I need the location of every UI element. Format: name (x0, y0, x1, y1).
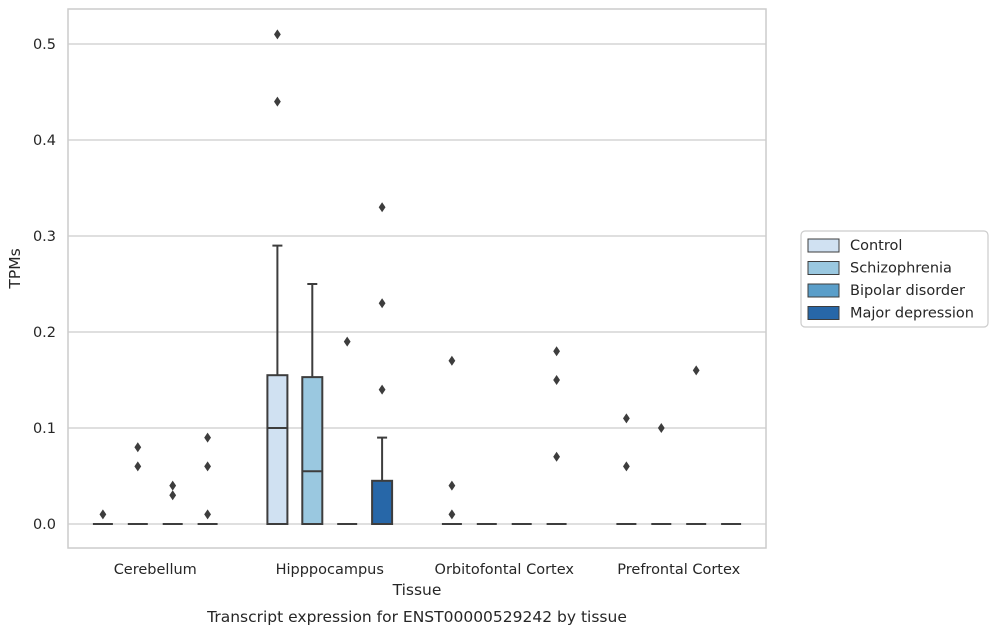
legend-label: Major depression (850, 306, 974, 322)
legend-swatch (807, 261, 840, 275)
outlier-point (169, 480, 177, 491)
box-bipolar-disorder-cerebellum (162, 480, 183, 525)
box-schizophrenia-cerebellum (127, 442, 148, 525)
legend: Control Schizophrenia Bipolar disorder Majo… (800, 230, 989, 328)
outlier-point (204, 461, 211, 472)
outlier-point (134, 461, 142, 472)
legend-label: Schizophrenia (850, 261, 952, 277)
outlier-point (448, 509, 456, 520)
x-tick-label: Prefrontal Cortex (617, 562, 740, 578)
outlier-point (134, 442, 142, 453)
outlier-point (553, 451, 560, 462)
box-schizophrenia-hipppocampus (301, 283, 324, 525)
outlier-point (623, 413, 630, 424)
outlier-point (623, 461, 630, 472)
box-control-cerebellum (92, 509, 113, 525)
outlier-point (657, 423, 665, 433)
y-tick-label: 0.4 (33, 133, 56, 149)
outlier-point (553, 375, 560, 385)
y-tick-labels: 0.0 0.1 0.2 0.3 0.4 0.5 (33, 37, 56, 533)
outlier-point (343, 336, 351, 347)
box-bipolar-disorder-hipppocampus (337, 336, 358, 525)
x-tick-label: Hipppocampus (276, 562, 384, 578)
outlier-point (448, 480, 456, 491)
y-tick-label: 0.0 (33, 517, 56, 533)
outlier-point (169, 490, 177, 501)
box-major-depression-orbitofontal-cortex (546, 346, 567, 525)
y-tick-label: 0.3 (33, 229, 56, 245)
outlier-point (204, 432, 211, 443)
box-plots (92, 29, 742, 526)
x-tick-label: Orbitofontal Cortex (435, 562, 575, 578)
outlier-point (274, 29, 281, 40)
legend-label: Bipolar disorder (850, 283, 965, 299)
x-axis-label: Tissue (392, 581, 442, 599)
outlier-point (378, 202, 386, 213)
outlier-point (378, 384, 386, 395)
box-schizophrenia-prefrontal-cortex (651, 423, 672, 525)
outlier-point (99, 509, 107, 520)
outlier-point (448, 355, 456, 366)
y-tick-label: 0.1 (33, 421, 56, 437)
legend-item-schizophrenia: Schizophrenia (807, 261, 952, 277)
x-tick-label: Cerebellum (114, 562, 197, 578)
plot-frame (67, 8, 767, 549)
outlier-point (204, 509, 211, 520)
outlier-point (553, 346, 560, 357)
legend-item-major-depression: Major depression (807, 306, 974, 322)
box-bipolar-disorder-prefrontal-cortex (686, 365, 707, 525)
box-control-orbitofontal-cortex (441, 355, 462, 525)
box-major-depression-cerebellum (197, 432, 218, 525)
box-control-prefrontal-cortex (616, 413, 637, 525)
legend-label: Control (850, 238, 902, 254)
outlier-point (378, 298, 386, 309)
y-tick-label: 0.2 (33, 325, 56, 341)
legend-swatch (807, 306, 840, 320)
box-major-depression-hipppocampus (371, 202, 394, 525)
outlier-point (692, 365, 700, 376)
legend-swatch (807, 283, 840, 298)
y-tick-label: 0.5 (33, 37, 56, 53)
y-axis-label: TPMs (6, 248, 24, 289)
legend-swatch (807, 238, 840, 253)
x-tick-labels: Cerebellum Hipppocampus Orbitofontal Corte… (114, 562, 741, 578)
outlier-point (274, 96, 281, 107)
legend-item-control: Control (807, 238, 902, 254)
box-control-hipppocampus (266, 29, 289, 526)
legend-item-bipolar-disorder: Bipolar disorder (807, 283, 965, 299)
chart-caption: Transcript expression for ENST0000052924… (206, 608, 627, 626)
grid-lines (68, 43, 766, 525)
